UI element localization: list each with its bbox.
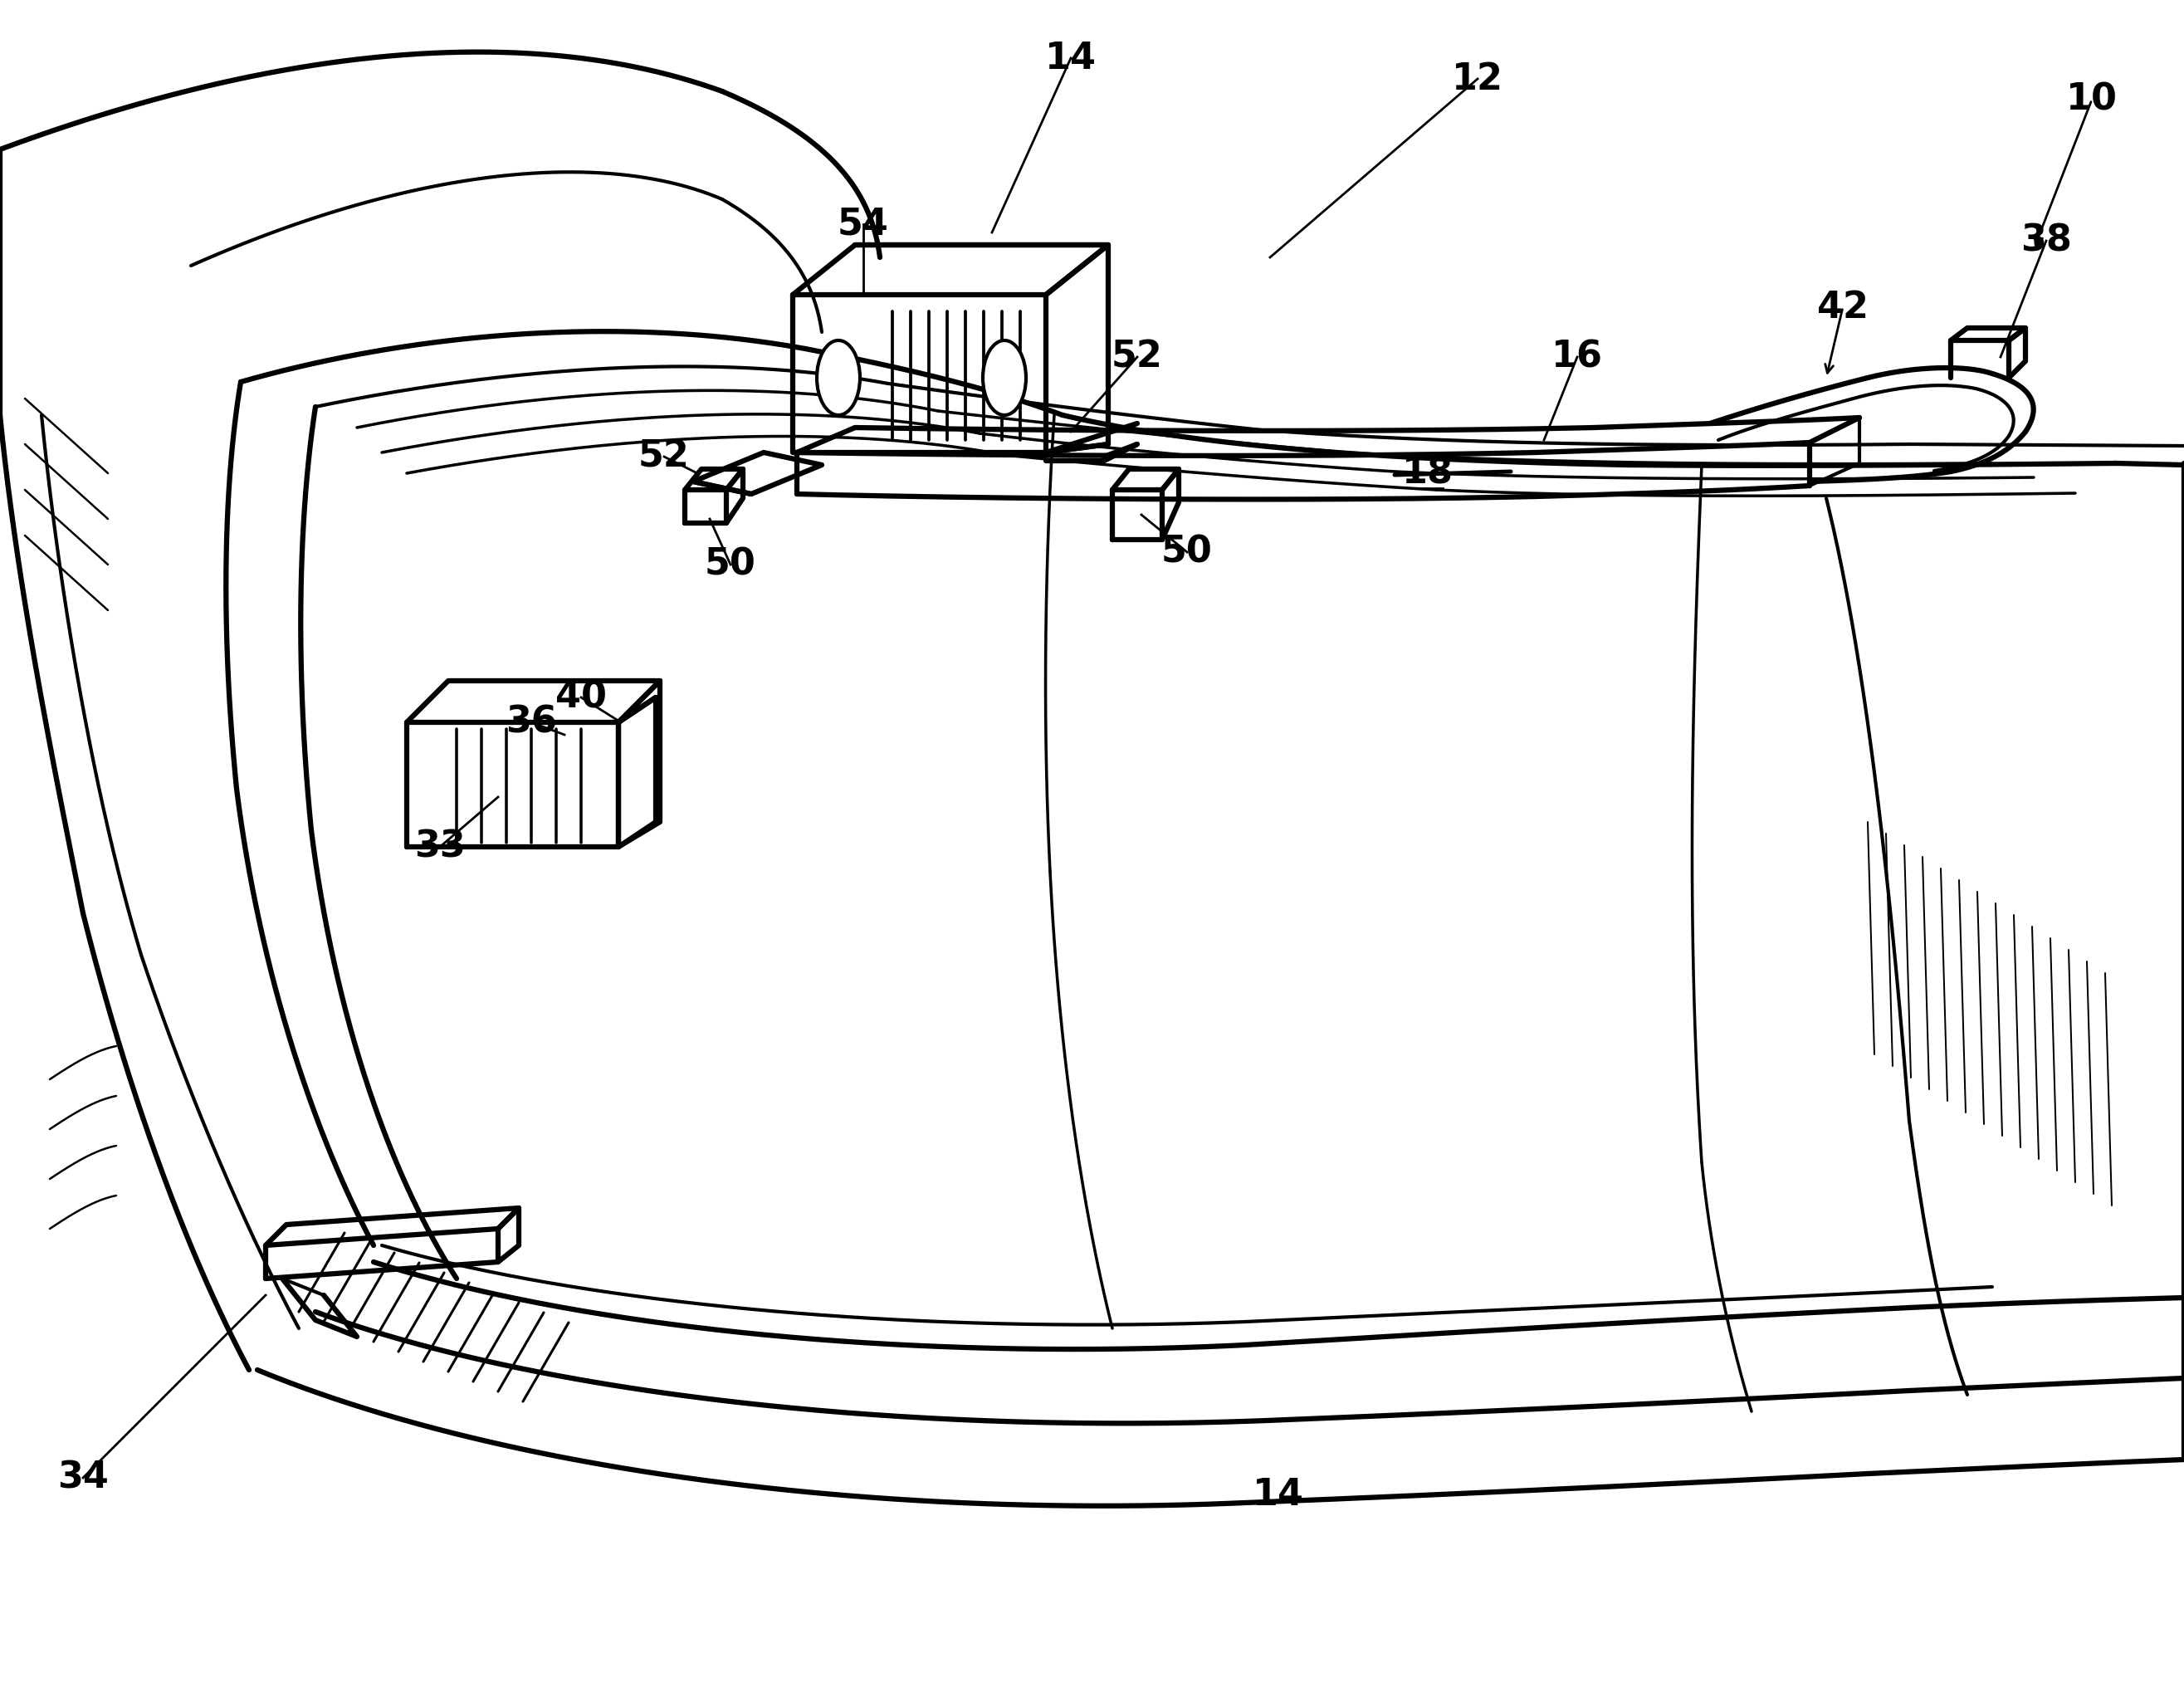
Ellipse shape xyxy=(817,341,860,416)
Text: 54: 54 xyxy=(839,207,889,243)
Text: 42: 42 xyxy=(1817,288,1870,326)
Text: 16: 16 xyxy=(1551,339,1603,375)
Text: 38: 38 xyxy=(2020,222,2073,258)
Text: 18: 18 xyxy=(1402,455,1455,490)
Text: 50: 50 xyxy=(1162,535,1212,570)
Text: 40: 40 xyxy=(555,679,607,714)
Text: 34: 34 xyxy=(57,1459,109,1495)
Text: 52: 52 xyxy=(638,440,690,475)
Text: 50: 50 xyxy=(705,546,756,582)
Ellipse shape xyxy=(983,341,1026,416)
Text: 33: 33 xyxy=(415,830,465,865)
Text: 14: 14 xyxy=(1046,41,1096,76)
Text: 14: 14 xyxy=(1254,1476,1304,1512)
Text: 12: 12 xyxy=(1452,61,1503,97)
Text: 36: 36 xyxy=(505,704,557,740)
Text: 10: 10 xyxy=(2066,81,2118,117)
Text: 52: 52 xyxy=(1112,339,1162,375)
